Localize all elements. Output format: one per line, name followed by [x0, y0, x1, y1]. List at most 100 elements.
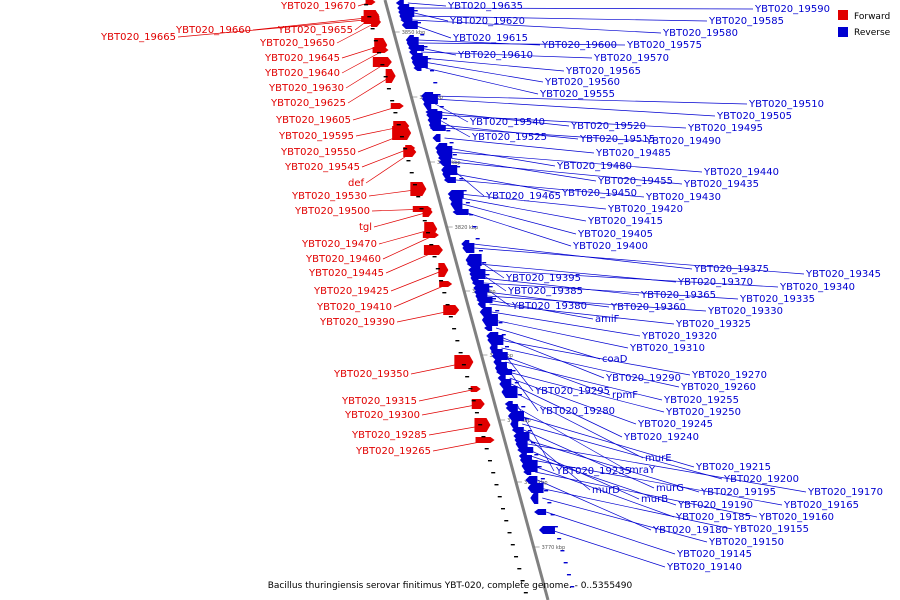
gene-label-reverse[interactable]: YBT020_19490	[645, 136, 721, 147]
gene-feature-reverse[interactable]	[423, 98, 432, 110]
gene-label-forward[interactable]: YBT020_19425	[313, 286, 389, 297]
gene-feature-forward[interactable]	[365, 0, 376, 5]
gene-label-reverse[interactable]: YBT020_19415	[587, 216, 663, 227]
gene-label-reverse[interactable]: YBT020_19480	[556, 161, 632, 172]
gene-label-reverse[interactable]: YBT020_19145	[676, 549, 752, 560]
gene-feature-forward[interactable]	[471, 399, 485, 409]
gene-label-reverse[interactable]: YBT020_19375	[693, 264, 769, 275]
gene-label-reverse[interactable]: YBT020_19365	[640, 290, 716, 301]
gene-label-reverse[interactable]: YBT020_19440	[703, 167, 779, 178]
gene-label-reverse[interactable]: YBT020_19600	[541, 40, 617, 51]
gene-label-forward[interactable]: YBT020_19265	[355, 446, 431, 457]
gene-feature-forward[interactable]	[470, 386, 481, 392]
gene-label-reverse[interactable]: murD	[592, 485, 620, 496]
gene-feature-reverse[interactable]	[477, 300, 486, 308]
gene-feature-forward[interactable]	[438, 263, 449, 277]
gene-feature-reverse[interactable]	[511, 427, 524, 433]
gene-label-forward[interactable]: YBT020_19595	[278, 131, 354, 142]
gene-label-forward[interactable]: YBT020_19650	[259, 38, 335, 49]
gene-feature-reverse[interactable]	[534, 509, 547, 515]
gene-label-reverse[interactable]: YBT020_19450	[561, 188, 637, 199]
gene-label-forward[interactable]: YBT020_19655	[277, 25, 353, 36]
gene-label-forward[interactable]: YBT020_19285	[351, 430, 427, 441]
gene-label-forward[interactable]: YBT020_19530	[291, 191, 367, 202]
gene-label-reverse[interactable]: YBT020_19540	[469, 117, 545, 128]
gene-label-reverse[interactable]: YBT020_19380	[511, 301, 587, 312]
gene-label-reverse[interactable]: YBT020_19555	[539, 89, 615, 100]
gene-label-reverse[interactable]: murE	[645, 453, 672, 464]
gene-label-reverse[interactable]: YBT020_19250	[665, 407, 741, 418]
gene-feature-forward[interactable]	[422, 232, 439, 238]
gene-feature-forward[interactable]	[474, 418, 491, 432]
gene-feature-reverse[interactable]	[525, 476, 538, 484]
gene-feature-reverse[interactable]	[462, 243, 475, 253]
gene-label-reverse[interactable]: YBT020_19405	[577, 229, 653, 240]
gene-label-reverse[interactable]: YBT020_19325	[675, 319, 751, 330]
gene-feature-reverse[interactable]	[491, 352, 508, 360]
gene-label-reverse[interactable]: YBT020_19360	[610, 302, 686, 313]
gene-feature-reverse[interactable]	[429, 125, 446, 131]
gene-label-reverse[interactable]: YBT020_19575	[626, 40, 702, 51]
gene-label-reverse[interactable]: YBT020_19245	[637, 419, 713, 430]
gene-label-forward[interactable]: YBT020_19670	[280, 1, 356, 12]
gene-label-reverse[interactable]: YBT020_19155	[733, 524, 809, 535]
gene-feature-reverse[interactable]	[523, 469, 532, 475]
gene-label-reverse[interactable]: YBT020_19585	[708, 16, 784, 27]
gene-feature-reverse[interactable]	[501, 386, 518, 398]
gene-label-reverse[interactable]: YBT020_19395	[505, 273, 581, 284]
gene-label-reverse[interactable]: YBT020_19140	[666, 562, 742, 573]
gene-label-forward[interactable]: YBT020_19545	[284, 162, 360, 173]
gene-label-reverse[interactable]: YBT020_19570	[593, 53, 669, 64]
gene-label-reverse[interactable]: YBT020_19370	[677, 277, 753, 288]
gene-label-reverse[interactable]: YBT020_19610	[457, 50, 533, 61]
gene-feature-reverse[interactable]	[439, 158, 452, 166]
gene-label-reverse[interactable]: YBT020_19260	[680, 382, 756, 393]
gene-label-forward[interactable]: YBT020_19660	[175, 25, 251, 36]
gene-feature-forward[interactable]	[372, 57, 392, 67]
gene-label-reverse[interactable]: YBT020_19485	[595, 148, 671, 159]
gene-label-reverse[interactable]: YBT020_19400	[572, 241, 648, 252]
gene-label-forward[interactable]: YBT020_19390	[319, 317, 395, 328]
gene-label-reverse[interactable]: YBT020_19165	[783, 500, 859, 511]
gene-label-reverse[interactable]: YBT020_19185	[675, 512, 751, 523]
gene-feature-reverse[interactable]	[413, 65, 422, 71]
gene-label-reverse[interactable]: mraY	[629, 465, 656, 476]
gene-label-forward[interactable]: YBT020_19550	[280, 147, 356, 158]
gene-feature-forward[interactable]	[372, 47, 389, 53]
gene-label-reverse[interactable]: YBT020_19495	[687, 123, 763, 134]
gene-label-reverse[interactable]: YBT020_19320	[641, 331, 717, 342]
gene-label-forward[interactable]: YBT020_19470	[301, 239, 377, 250]
gene-label-reverse[interactable]: YBT020_19465	[485, 191, 561, 202]
gene-label-reverse[interactable]: YBT020_19340	[779, 282, 855, 293]
gene-label-reverse[interactable]: YBT020_19215	[695, 462, 771, 473]
gene-label-reverse[interactable]: YBT020_19510	[748, 99, 824, 110]
gene-label-reverse[interactable]: YBT020_19190	[677, 500, 753, 511]
gene-feature-reverse[interactable]	[450, 198, 463, 210]
gene-label-forward[interactable]: YBT020_19300	[344, 410, 420, 421]
gene-label-reverse[interactable]: coaD	[602, 354, 628, 365]
gene-label-reverse[interactable]: murG	[656, 483, 684, 494]
gene-label-forward[interactable]: YBT020_19315	[341, 396, 417, 407]
gene-feature-reverse[interactable]	[443, 177, 456, 183]
gene-label-reverse[interactable]: YBT020_19335	[739, 294, 815, 305]
gene-feature-reverse[interactable]	[530, 492, 539, 504]
gene-feature-forward[interactable]	[390, 103, 404, 109]
gene-label-reverse[interactable]: YBT020_19200	[723, 474, 799, 485]
gene-label-reverse[interactable]: YBT020_19525	[471, 132, 547, 143]
gene-label-reverse[interactable]: YBT020_19160	[758, 512, 834, 523]
gene-label-forward[interactable]: YBT020_19605	[275, 115, 351, 126]
gene-label-reverse[interactable]: YBT020_19615	[452, 33, 528, 44]
gene-feature-reverse[interactable]	[508, 411, 525, 421]
gene-feature-reverse[interactable]	[452, 209, 469, 215]
gene-label-reverse[interactable]: YBT020_19580	[662, 28, 738, 39]
gene-feature-reverse[interactable]	[484, 325, 493, 331]
gene-feature-forward[interactable]	[422, 207, 433, 217]
gene-label-reverse[interactable]: YBT020_19430	[645, 192, 721, 203]
gene-feature-reverse[interactable]	[411, 56, 428, 68]
gene-feature-reverse[interactable]	[432, 134, 441, 142]
gene-feature-reverse[interactable]	[481, 314, 498, 326]
gene-feature-forward[interactable]	[475, 437, 495, 443]
gene-label-reverse[interactable]: YBT020_19255	[663, 395, 739, 406]
gene-label-forward[interactable]: YBT020_19350	[333, 369, 409, 380]
gene-label-forward[interactable]: YBT020_19500	[294, 206, 370, 217]
